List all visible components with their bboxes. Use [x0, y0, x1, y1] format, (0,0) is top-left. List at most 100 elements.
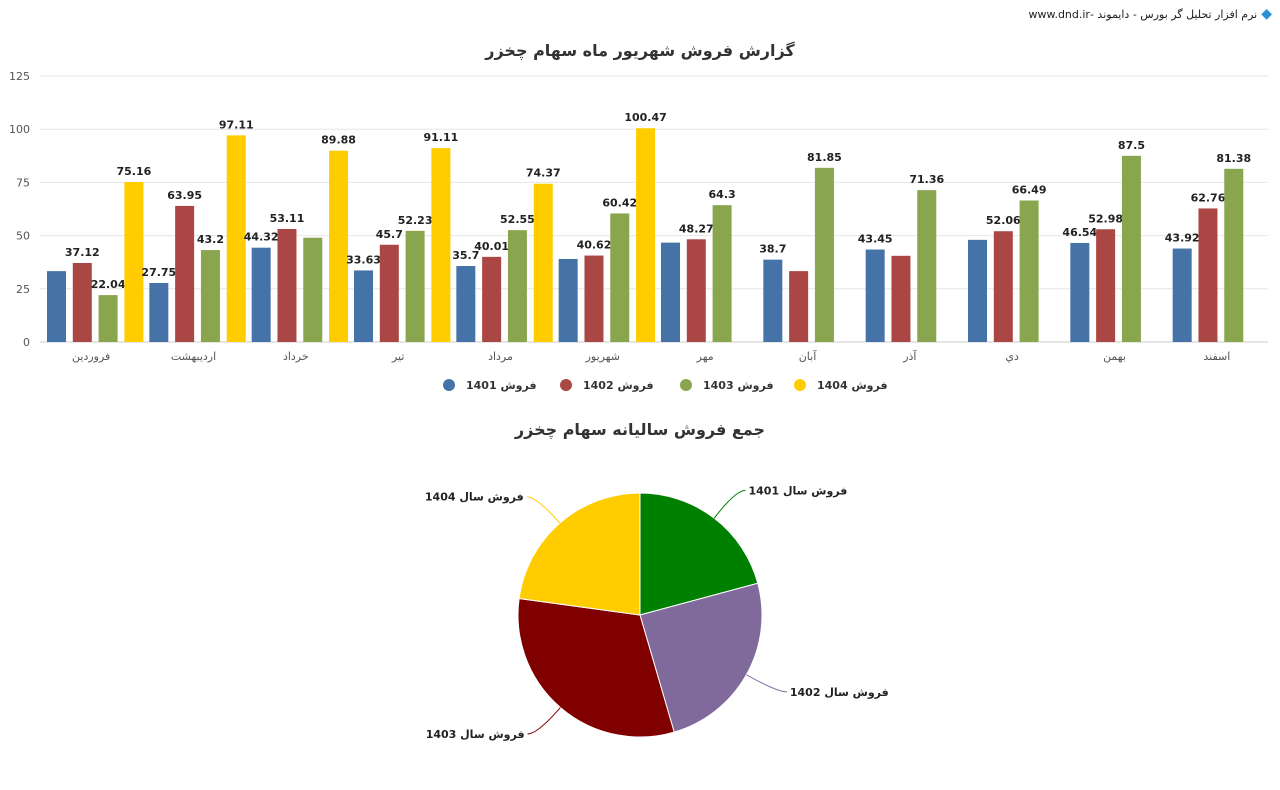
y-tick-label: 100: [9, 123, 30, 136]
bar: [789, 271, 809, 342]
y-tick-label: 75: [16, 176, 30, 189]
y-tick-label: 0: [23, 336, 30, 349]
data-label: 81.38: [1216, 152, 1251, 165]
legend-marker: [560, 379, 572, 391]
bar: [507, 230, 527, 342]
data-label: 66.49: [1012, 184, 1047, 197]
bar: [329, 150, 349, 342]
pie-slice: [518, 492, 641, 616]
bar: [661, 242, 680, 342]
pie-slice: [639, 582, 763, 733]
data-label: 71.36: [909, 173, 944, 186]
data-label: 63.95: [167, 189, 202, 202]
data-label: 64.3: [709, 188, 736, 201]
pie-label: فروش سال 1403: [426, 728, 525, 741]
bar: [98, 295, 118, 342]
bar: [456, 266, 476, 342]
data-label: 43.2: [197, 233, 224, 246]
bar: [405, 230, 425, 342]
data-label: 97.11: [219, 118, 254, 131]
bar: [124, 182, 144, 342]
data-label: 52.98: [1088, 212, 1123, 225]
bar-chart-title: گزارش فروش شهریور ماه سهام چخزر: [484, 41, 795, 61]
pie-label: فروش سال 1402: [790, 686, 889, 699]
pie-connector: [526, 496, 561, 524]
x-tick-label: فروردین: [72, 350, 110, 363]
bar: [1096, 229, 1116, 342]
data-label: 74.37: [526, 167, 561, 180]
x-tick-label: آذر: [902, 349, 917, 363]
pie-chart-title: جمع فروش سالیانه سهام چخزر: [514, 420, 765, 440]
data-label: 33.63: [346, 253, 381, 266]
brand-text: نرم افزار تحلیل گر بورس - دایموند -www.d…: [1028, 7, 1258, 21]
data-label: 22.04: [91, 278, 126, 291]
bar: [533, 183, 553, 342]
bar: [686, 239, 706, 342]
bar: [251, 247, 271, 342]
data-label: 43.45: [858, 233, 893, 246]
bar: [1121, 155, 1141, 342]
bar: [610, 213, 630, 342]
diamond-icon: ◆: [1261, 6, 1272, 22]
x-tick-label: خرداد: [283, 350, 309, 363]
bar: [379, 244, 399, 342]
pie-connector: [746, 674, 787, 693]
bar: [558, 259, 578, 342]
bar: [431, 148, 451, 342]
x-tick-label: آبان: [799, 349, 817, 363]
x-tick-label: مهر: [696, 350, 714, 363]
bar: [354, 270, 373, 342]
legend-label: فروش 1402: [583, 379, 654, 392]
data-label: 91.11: [424, 131, 459, 144]
data-label: 27.75: [141, 266, 176, 279]
bar: [1019, 200, 1039, 342]
data-label: 100.47: [624, 111, 666, 124]
x-tick-label: بهمن: [1103, 350, 1126, 363]
bar: [303, 237, 323, 342]
data-label: 89.88: [321, 134, 356, 147]
data-label: 35.7: [452, 249, 479, 262]
bar: [72, 263, 92, 342]
bar: [968, 239, 987, 342]
legend-marker: [443, 379, 455, 391]
x-tick-label: دي: [1005, 350, 1019, 363]
data-label: 48.27: [679, 222, 714, 235]
y-tick-label: 50: [16, 230, 30, 243]
y-tick-label: 125: [9, 70, 30, 83]
x-tick-label: اسفند: [1203, 350, 1230, 363]
bar: [993, 231, 1013, 342]
x-tick-label: تیر: [391, 350, 404, 363]
pie-slice: [517, 597, 675, 738]
bar: [226, 135, 246, 342]
data-label: 60.42: [602, 196, 637, 209]
legend-marker: [680, 379, 692, 391]
data-label: 52.23: [398, 214, 433, 227]
pie-connector: [713, 489, 746, 519]
data-label: 44.32: [244, 231, 279, 244]
brand-header: ◆ نرم افزار تحلیل گر بورس - دایموند -www…: [1028, 6, 1272, 22]
x-tick-label: شهریور: [585, 350, 620, 363]
legend-label: فروش 1403: [703, 379, 774, 392]
bar: [891, 255, 911, 342]
bar: [149, 282, 169, 342]
x-tick-label: مرداد: [488, 350, 513, 363]
bar: [1224, 168, 1244, 342]
bar: [584, 255, 604, 342]
pie-label: فروش سال 1404: [425, 491, 524, 504]
bar: [1070, 242, 1090, 342]
bar: [712, 205, 732, 342]
data-label: 46.54: [1062, 226, 1097, 239]
y-tick-label: 25: [16, 283, 30, 296]
bar: [865, 249, 885, 342]
legend-marker: [794, 379, 806, 391]
data-label: 87.5: [1118, 139, 1145, 152]
data-label: 52.55: [500, 213, 535, 226]
legend-label: فروش 1401: [466, 379, 537, 392]
bar: [277, 228, 297, 342]
bar: [175, 205, 195, 342]
pie-connector: [527, 707, 561, 735]
data-label: 43.92: [1165, 232, 1200, 245]
data-label: 62.76: [1191, 191, 1226, 204]
bar: [917, 190, 937, 342]
